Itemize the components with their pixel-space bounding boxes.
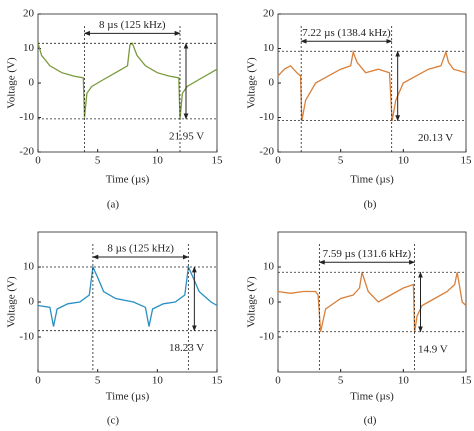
y-tick-label: 10 bbox=[23, 42, 35, 54]
y-axis-label: Voltage (V) bbox=[6, 57, 18, 109]
x-tick-label: 10 bbox=[152, 155, 164, 167]
x-tick-label: 15 bbox=[461, 155, 473, 167]
x-axis-label: Time (µs) bbox=[350, 391, 394, 403]
y-tick-label: 0 bbox=[29, 77, 35, 89]
y-tick-label: -20 bbox=[259, 146, 274, 158]
x-tick-label: 5 bbox=[95, 375, 101, 387]
y-tick-label: -10 bbox=[19, 111, 34, 123]
x-axis-label: Time (µs) bbox=[106, 391, 150, 403]
period-label: 8 µs (125 kHz) bbox=[107, 243, 174, 255]
y-tick-label: -10 bbox=[259, 111, 274, 123]
y-tick-label: 20 bbox=[23, 8, 35, 20]
x-tick-label: 15 bbox=[212, 375, 224, 387]
y-axis-label: Voltage (V) bbox=[246, 57, 258, 109]
y-tick-label: 0 bbox=[269, 296, 275, 308]
period-label: 7.22 µs (138.4 kHz) bbox=[302, 27, 391, 39]
x-tick-label: 5 bbox=[338, 155, 344, 167]
x-axis-label: Time (µs) bbox=[106, 174, 150, 186]
subfigure-caption: (d) bbox=[364, 415, 377, 427]
period-label: 7.59 µs (131.6 kHz) bbox=[323, 248, 412, 260]
waveform bbox=[277, 49, 467, 122]
x-tick-label: 10 bbox=[152, 375, 164, 387]
x-tick-label: 0 bbox=[35, 155, 41, 167]
amplitude-label: 14.9 V bbox=[418, 343, 448, 355]
waveform bbox=[37, 42, 218, 119]
y-tick-label: 10 bbox=[23, 261, 35, 273]
y-tick-label: 0 bbox=[29, 296, 35, 308]
x-axis-label: Time (µs) bbox=[350, 174, 394, 186]
amplitude-label: 20.13 V bbox=[418, 132, 453, 144]
x-tick-label: 15 bbox=[212, 155, 224, 167]
amplitude-label: 21.95 V bbox=[169, 130, 204, 142]
y-tick-label: 20 bbox=[263, 8, 275, 20]
x-tick-label: 10 bbox=[398, 375, 410, 387]
y-tick-label: -20 bbox=[19, 146, 34, 158]
y-tick-label: -10 bbox=[19, 331, 34, 343]
x-tick-label: 0 bbox=[275, 375, 281, 387]
y-axis-label: Voltage (V) bbox=[6, 276, 18, 328]
x-tick-label: 10 bbox=[398, 155, 410, 167]
period-label: 8 µs (125 kHz) bbox=[99, 19, 166, 31]
waveform bbox=[37, 264, 218, 327]
x-tick-label: 0 bbox=[275, 155, 281, 167]
y-tick-label: 0 bbox=[269, 77, 275, 89]
y-tick-label: 10 bbox=[263, 42, 275, 54]
x-tick-label: 0 bbox=[35, 375, 41, 387]
waveform bbox=[277, 272, 467, 332]
subfigure-caption: (b) bbox=[364, 199, 377, 211]
x-tick-label: 5 bbox=[338, 375, 344, 387]
x-tick-label: 5 bbox=[95, 155, 101, 167]
subfigure-caption: (c) bbox=[107, 415, 120, 427]
y-tick-label: 10 bbox=[263, 261, 275, 273]
amplitude-label: 18.23 V bbox=[169, 342, 204, 354]
y-axis-label: Voltage (V) bbox=[246, 276, 258, 328]
y-tick-label: -10 bbox=[259, 331, 274, 343]
subfigure-caption: (a) bbox=[107, 199, 120, 211]
x-tick-label: 15 bbox=[461, 375, 473, 387]
